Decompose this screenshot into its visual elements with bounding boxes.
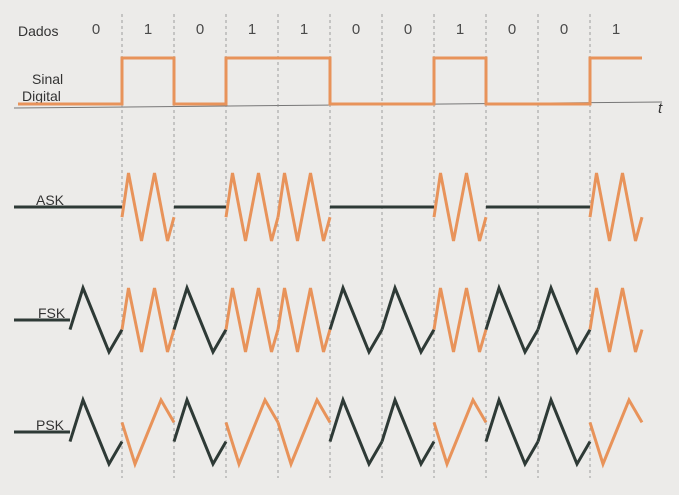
psk-phase-normal [536, 395, 592, 468]
baselines [13, 101, 663, 433]
ask-wave [14, 172, 644, 242]
psk-phase-shifted [588, 396, 644, 469]
bit-value-label: 1 [612, 21, 620, 38]
digital-label-line2: Digital [22, 88, 61, 104]
bit-value-label: 0 [196, 21, 204, 38]
ask-carrier-one [432, 172, 488, 242]
psk-phase-normal [172, 395, 228, 468]
digital-signal [18, 56, 642, 106]
bit-value-label: 0 [352, 21, 360, 38]
bit-value-label: 0 [508, 21, 516, 38]
time-axis-label: t [658, 100, 663, 117]
psk-phase-shifted [432, 396, 488, 469]
ask-carrier-one [224, 172, 280, 242]
fsk-low-frequency [484, 283, 540, 356]
psk-phase-shifted [120, 396, 176, 469]
bit-value-label: 0 [92, 21, 100, 38]
bit-value-label: 1 [456, 21, 464, 38]
psk-phase-normal [380, 395, 436, 468]
digital-label-line1: Sinal [32, 71, 63, 87]
ask-label: ASK [36, 192, 65, 208]
fsk-high-frequency [276, 287, 332, 353]
psk-label: PSK [36, 417, 65, 433]
fsk-low-frequency [68, 283, 124, 356]
bit-value-label: 1 [248, 21, 256, 38]
fsk-high-frequency [224, 287, 280, 353]
bit-value-label: 0 [404, 21, 412, 38]
psk-phase-normal [484, 395, 540, 468]
bit-labels: 0 1 0 1 1 0 0 1 0 0 1 [92, 21, 620, 38]
bit-value-label: 1 [144, 21, 152, 38]
bit-value-label: 1 [300, 21, 308, 38]
psk-wave [14, 395, 644, 469]
fsk-wave [14, 283, 644, 356]
fsk-high-frequency [120, 287, 176, 353]
fsk-high-frequency [588, 287, 644, 353]
fsk-low-frequency [380, 283, 436, 356]
psk-phase-shifted [276, 396, 332, 469]
fsk-low-frequency [172, 283, 228, 356]
ask-carrier-one [276, 172, 332, 242]
fsk-low-frequency [328, 283, 384, 356]
fsk-high-frequency [432, 287, 488, 353]
bit-separators [121, 14, 591, 478]
fsk-low-frequency [536, 283, 592, 356]
data-label: Dados [18, 23, 58, 39]
psk-phase-normal [68, 395, 124, 468]
psk-phase-normal [328, 395, 384, 468]
psk-phase-shifted [224, 396, 280, 469]
ask-carrier-one [120, 172, 176, 242]
bit-value-label: 0 [560, 21, 568, 38]
fsk-label: FSK [38, 305, 66, 321]
ask-carrier-one [588, 172, 644, 242]
